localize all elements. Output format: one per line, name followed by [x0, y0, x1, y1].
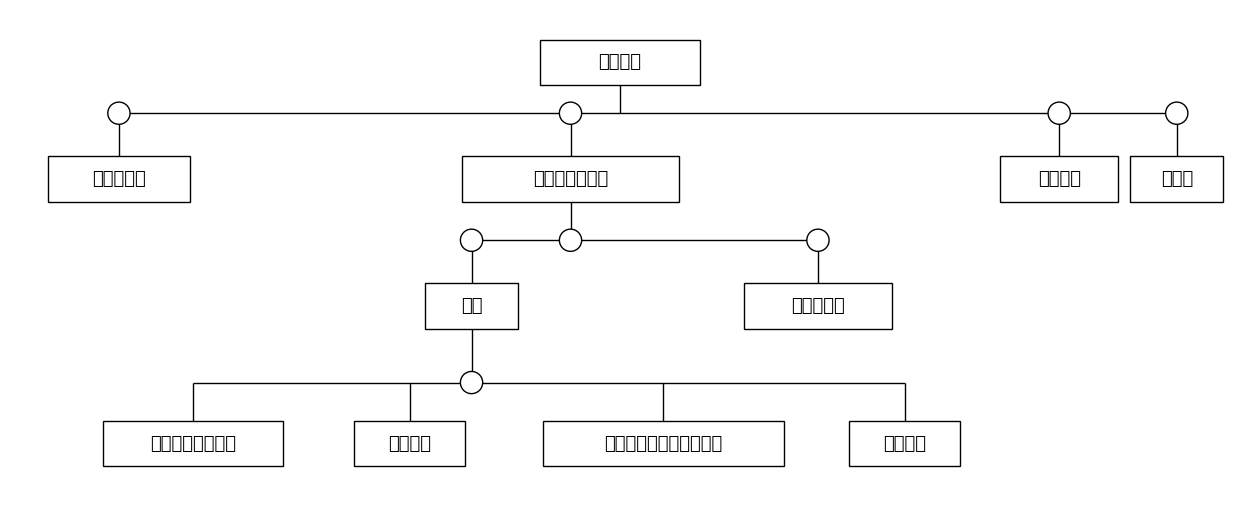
FancyBboxPatch shape — [353, 421, 465, 467]
FancyBboxPatch shape — [463, 156, 678, 202]
Ellipse shape — [1166, 102, 1188, 124]
FancyBboxPatch shape — [103, 421, 283, 467]
Text: 高速滑环: 高速滑环 — [1038, 170, 1081, 188]
Text: 超声检测子系统: 超声检测子系统 — [533, 170, 608, 188]
FancyBboxPatch shape — [1001, 156, 1118, 202]
Text: 校准用相控阵全聚焦探头: 校准用相控阵全聚焦探头 — [604, 434, 723, 453]
Ellipse shape — [559, 229, 582, 251]
FancyBboxPatch shape — [48, 156, 190, 202]
Text: 探头: 探头 — [461, 297, 482, 315]
Text: 探头安置盘: 探头安置盘 — [92, 170, 146, 188]
Text: 第一楔块: 第一楔块 — [388, 434, 432, 453]
Ellipse shape — [1048, 102, 1070, 124]
FancyBboxPatch shape — [849, 421, 960, 467]
Ellipse shape — [460, 371, 482, 393]
Text: 相控阵全聚焦探头: 相控阵全聚焦探头 — [150, 434, 236, 453]
Text: 工控机: 工控机 — [1161, 170, 1193, 188]
Ellipse shape — [460, 229, 482, 251]
FancyBboxPatch shape — [425, 284, 518, 329]
Ellipse shape — [108, 102, 130, 124]
FancyBboxPatch shape — [539, 39, 701, 85]
Ellipse shape — [559, 102, 582, 124]
FancyBboxPatch shape — [744, 284, 893, 329]
Text: 检测系统: 检测系统 — [599, 53, 641, 72]
Text: 超声收发仪: 超声收发仪 — [791, 297, 844, 315]
FancyBboxPatch shape — [1131, 156, 1223, 202]
Ellipse shape — [807, 229, 830, 251]
FancyBboxPatch shape — [543, 421, 784, 467]
Text: 第二楔块: 第二楔块 — [883, 434, 926, 453]
